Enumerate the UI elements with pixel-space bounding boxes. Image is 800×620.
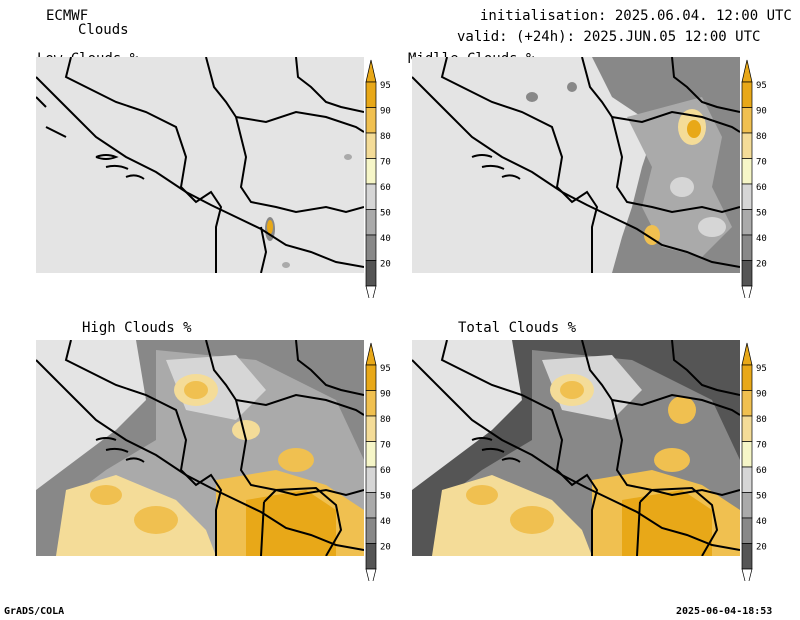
colorbar-low: 95 90 80 70 60 50 40 20 (364, 58, 400, 307)
colorbar-bottom-arrow (741, 568, 753, 590)
colorbar-top-arrow (741, 342, 753, 366)
colorbar-segment (365, 543, 377, 570)
colorbar-segment (365, 209, 377, 236)
colorbar-middle: 95 90 80 70 60 50 40 20 (740, 58, 776, 307)
colorbar-tick-label: 60 (380, 466, 391, 476)
colorbar-tick-label: 50 (756, 209, 767, 219)
colorbar-segment (365, 183, 377, 210)
colorbar-tick-label: 90 (756, 107, 767, 117)
colorbar-segment (365, 466, 377, 493)
valid-time: valid: (+24h): 2025.JUN.05 12:00 UTC (457, 29, 761, 45)
colorbar-tick-label: 95 (380, 81, 391, 91)
colorbar-tick-label: 60 (380, 183, 391, 193)
colorbar-segment (365, 492, 377, 519)
colorbar-tick-label: 90 (756, 390, 767, 400)
colorbar-top-arrow (365, 342, 377, 366)
colorbar-tick-label: 40 (380, 517, 391, 527)
colorbar-tick-label: 50 (380, 492, 391, 502)
high-clouds-map (36, 340, 364, 556)
model-name: ECMWF (46, 8, 89, 24)
colorbar-segment (365, 260, 377, 287)
colorbar-tick-label: 60 (756, 183, 767, 193)
colorbar-segment (741, 364, 753, 391)
product-name: Clouds (78, 22, 129, 38)
colorbar-tick-label: 95 (380, 364, 391, 374)
colorbar-segment (365, 81, 377, 108)
colorbar-tick-label: 90 (380, 107, 391, 117)
colorbar-total: 95 90 80 70 60 50 40 20 (740, 341, 776, 590)
colorbar-segment (741, 492, 753, 519)
colorbar-tick-label: 50 (756, 492, 767, 502)
colorbar-tick-label: 95 (756, 364, 767, 374)
colorbar-tick-label: 20 (380, 260, 391, 270)
total-clouds-map (412, 340, 740, 556)
middle-clouds-map (412, 57, 740, 273)
colorbar-segment (365, 107, 377, 134)
colorbar-bottom-arrow (365, 568, 377, 590)
colorbar-top-arrow (365, 59, 377, 83)
panel-title-total: Total Clouds % (458, 320, 577, 336)
low-clouds-map (36, 57, 364, 273)
colorbar-segment (365, 234, 377, 261)
colorbar-tick-label: 70 (380, 441, 391, 451)
colorbar-tick-label: 20 (756, 260, 767, 270)
colorbar-tick-label: 90 (380, 390, 391, 400)
panel-title-high: High Clouds % (82, 320, 192, 336)
colorbar-segment (741, 441, 753, 468)
colorbar-tick-label: 70 (756, 158, 767, 168)
colorbar-bottom-arrow (365, 285, 377, 307)
colorbar-tick-label: 95 (756, 81, 767, 91)
colorbar-segment (741, 158, 753, 185)
colorbar-segment (741, 209, 753, 236)
colorbar-tick-label: 20 (380, 543, 391, 553)
colorbar-segment (365, 158, 377, 185)
colorbar-tick-label: 50 (380, 209, 391, 219)
colorbar-bottom-arrow (741, 285, 753, 307)
initialisation-time: initialisation: 2025.06.04. 12:00 UTC (480, 8, 792, 24)
colorbar-tick-label: 60 (756, 466, 767, 476)
colorbar-tick-label: 40 (756, 517, 767, 527)
colorbar-tick-label: 80 (756, 415, 767, 425)
colorbar-high: 95 90 80 70 60 50 40 20 (364, 341, 400, 590)
colorbar-segment (741, 132, 753, 159)
colorbar-segment (365, 415, 377, 442)
colorbar-segment (741, 517, 753, 544)
colorbar-tick-label: 40 (756, 234, 767, 244)
colorbar-segment (741, 466, 753, 493)
colorbar-segment (365, 132, 377, 159)
colorbar-segment (365, 517, 377, 544)
colorbar-tick-label: 80 (380, 415, 391, 425)
footer-timestamp: 2025-06-04-18:53 (676, 606, 773, 617)
colorbar-tick-label: 40 (380, 234, 391, 244)
colorbar-tick-label: 20 (756, 543, 767, 553)
colorbar-segment (741, 390, 753, 417)
colorbar-segment (741, 543, 753, 570)
colorbar-segment (365, 441, 377, 468)
colorbar-tick-label: 80 (756, 132, 767, 142)
colorbar-segment (741, 183, 753, 210)
colorbar-tick-label: 70 (756, 441, 767, 451)
colorbar-tick-label: 70 (380, 158, 391, 168)
colorbar-tick-label: 80 (380, 132, 391, 142)
footer-software: GrADS/COLA (4, 606, 65, 617)
colorbar-segment (741, 81, 753, 108)
colorbar-segment (365, 364, 377, 391)
colorbar-segment (365, 390, 377, 417)
colorbar-segment (741, 234, 753, 261)
colorbar-top-arrow (741, 59, 753, 83)
colorbar-segment (741, 107, 753, 134)
colorbar-segment (741, 415, 753, 442)
colorbar-segment (741, 260, 753, 287)
